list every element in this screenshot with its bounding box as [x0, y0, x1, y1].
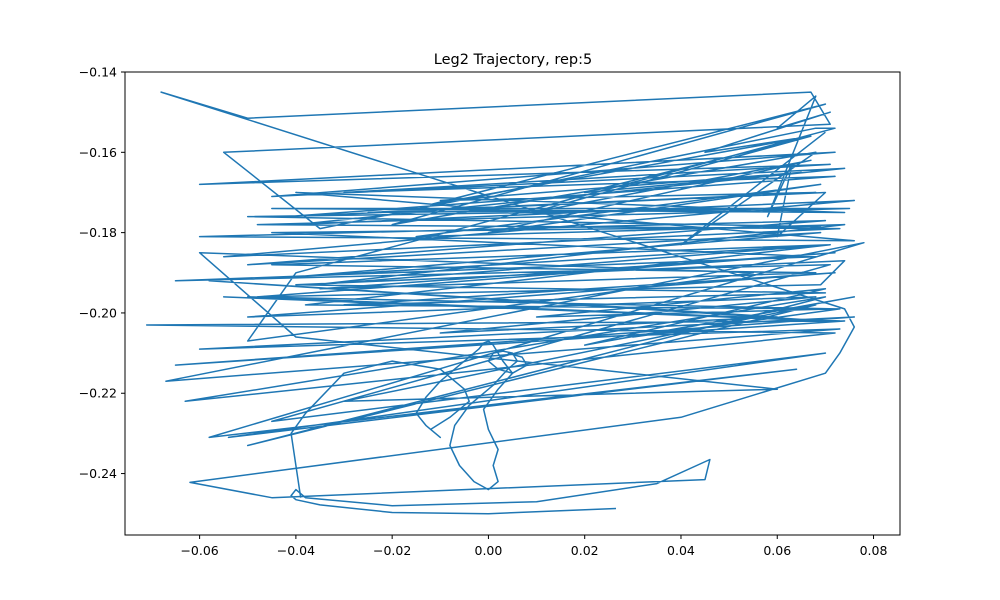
y-tick-label: −0.24	[79, 466, 117, 481]
y-tick-label: −0.16	[79, 145, 117, 160]
x-tick-label: 0.06	[763, 543, 791, 558]
x-tick-label: 0.02	[571, 543, 599, 558]
x-tick-label: 0.04	[667, 543, 695, 558]
y-tick-label: −0.22	[79, 386, 117, 401]
y-axis: −0.14 −0.16 −0.18 −0.20 −0.22 −0.24	[79, 65, 125, 481]
chart-title: Leg2 Trajectory, rep:5	[434, 52, 592, 68]
trajectory-line-1	[145, 91, 865, 515]
x-tick-label: −0.04	[277, 543, 315, 558]
y-tick-label: −0.14	[79, 65, 117, 80]
x-tick-label: 0.08	[860, 543, 888, 558]
axes-frame	[124, 71, 901, 536]
y-tick-label: −0.18	[79, 225, 117, 240]
trajectory-series	[145, 91, 865, 515]
trajectory-line-2	[290, 340, 528, 498]
x-tick-label: 0.00	[475, 543, 503, 558]
x-axis: −0.06 −0.04 −0.02 0.00 0.02 0.04 0.06 0.08	[180, 535, 887, 558]
y-tick-label: −0.20	[79, 305, 117, 320]
x-tick-label: −0.02	[373, 543, 411, 558]
x-tick-label: −0.06	[180, 543, 218, 558]
